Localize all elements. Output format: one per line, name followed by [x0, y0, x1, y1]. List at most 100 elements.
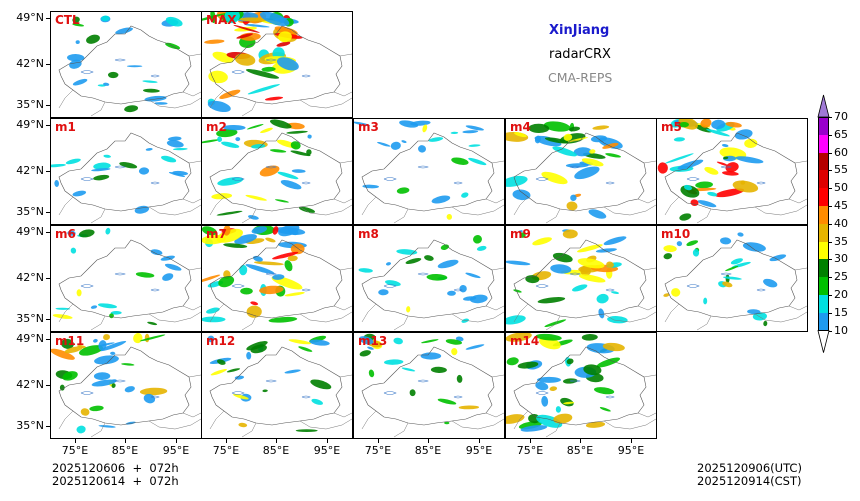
- colorbar-swatch: [818, 206, 829, 224]
- radar-echo: [91, 379, 117, 387]
- radar-echo: [721, 144, 729, 147]
- radar-echo: [173, 147, 188, 151]
- radar-echo: [541, 171, 568, 185]
- radar-echo: [248, 215, 259, 220]
- radar-echo: [245, 69, 280, 79]
- radar-echo: [164, 263, 182, 271]
- province-border: [788, 305, 807, 311]
- radar-echo: [734, 129, 753, 140]
- lake: [301, 395, 311, 399]
- radar-echo: [580, 265, 592, 277]
- radar-echo: [138, 167, 150, 175]
- radar-echo: [54, 180, 60, 187]
- radar-echo: [431, 195, 451, 204]
- colorbar-level-label: 35: [834, 234, 848, 248]
- radar-echo: [769, 254, 787, 262]
- radar-echo: [593, 387, 615, 395]
- radar-echo: [269, 149, 287, 153]
- province-border: [643, 374, 656, 378]
- radar-echo: [663, 245, 677, 253]
- radar-echo: [287, 255, 298, 262]
- colorbar-swatch: [818, 241, 829, 260]
- province-border: [188, 267, 201, 271]
- latitude-label: 49°N: [16, 118, 44, 131]
- province-border: [637, 305, 656, 311]
- longitude-tick: [176, 439, 177, 443]
- radar-echo: [506, 175, 528, 187]
- radar-echo: [673, 137, 685, 142]
- radar-echo: [274, 199, 289, 203]
- radar-echo: [704, 167, 719, 175]
- colorbar-tick: [829, 295, 832, 296]
- radar-echo: [97, 303, 118, 309]
- radar-echo: [51, 348, 75, 360]
- province-border: [339, 267, 352, 271]
- map-canvas: [58, 15, 201, 117]
- radar-echo: [103, 82, 110, 86]
- radar-echo: [154, 102, 168, 105]
- province-border: [188, 374, 201, 378]
- colorbar-level-label: 55: [834, 163, 848, 177]
- radar-echo: [291, 169, 306, 173]
- panel-label: m5: [661, 120, 682, 134]
- radar-echo: [678, 121, 689, 128]
- latitude-label: 42°N: [16, 57, 44, 70]
- radar-echo: [506, 260, 531, 266]
- region-border: [664, 239, 798, 319]
- province-border: [754, 311, 807, 323]
- radar-echo: [405, 258, 422, 264]
- region-border: [209, 132, 343, 212]
- longitude-label: 85°E: [566, 444, 594, 457]
- radar-echo: [354, 121, 371, 127]
- radar-echo: [75, 40, 80, 45]
- radar-echo: [396, 187, 410, 194]
- colorbar-level-label: 30: [834, 252, 848, 266]
- radar-echo: [566, 201, 578, 211]
- radar-echo: [222, 124, 246, 131]
- province-border: [299, 204, 352, 216]
- lake: [720, 272, 732, 276]
- radar-echo: [272, 251, 299, 260]
- province-border: [333, 305, 352, 311]
- radar-echo: [272, 274, 285, 280]
- radar-echo: [65, 158, 81, 165]
- radar-echo: [245, 194, 267, 201]
- map-panel: m5: [656, 118, 808, 225]
- longitude-label: 85°E: [414, 444, 442, 457]
- radar-echo: [76, 289, 82, 297]
- radar-echo: [451, 348, 458, 356]
- radar-echo: [420, 352, 442, 360]
- radar-echo: [596, 357, 621, 368]
- radar-echo: [456, 374, 463, 383]
- radar-echo: [446, 214, 453, 220]
- lake: [265, 379, 277, 383]
- radar-echo: [399, 120, 419, 128]
- radar-echo: [512, 189, 531, 201]
- radar-echo: [610, 291, 620, 294]
- province-border: [148, 418, 201, 430]
- radar-echo: [722, 171, 739, 176]
- province-border: [393, 208, 409, 224]
- radar-echo: [566, 358, 574, 365]
- province-border: [451, 311, 504, 323]
- colorbar-level-label: 65: [834, 127, 848, 141]
- radar-echo: [700, 119, 712, 128]
- province-border: [339, 374, 352, 378]
- radar-echo: [598, 308, 605, 319]
- radar-echo: [284, 369, 301, 374]
- lake: [383, 177, 397, 181]
- province-border: [513, 196, 529, 216]
- radar-echo: [259, 165, 280, 177]
- radar-echo: [79, 345, 103, 356]
- radar-echo: [247, 84, 280, 95]
- latitude-label: 49°N: [16, 225, 44, 238]
- latitude-tick: [46, 426, 50, 427]
- colorbar-level-label: 45: [834, 199, 848, 212]
- radar-echo: [657, 162, 668, 174]
- radar-echo: [250, 301, 259, 306]
- radar-echo: [240, 287, 253, 295]
- lake: [231, 177, 245, 181]
- map-panel: m8: [353, 225, 505, 332]
- lake: [301, 74, 311, 78]
- panel-label: m4: [510, 120, 531, 134]
